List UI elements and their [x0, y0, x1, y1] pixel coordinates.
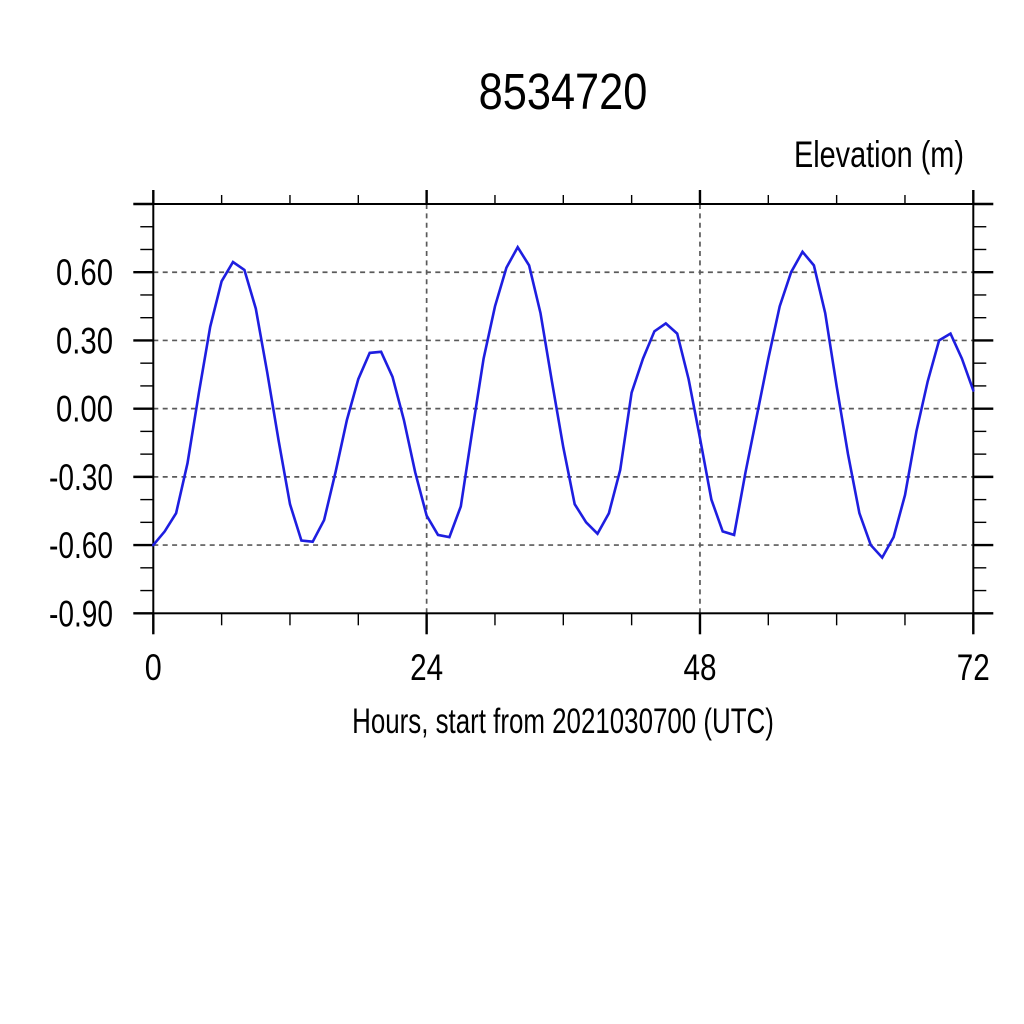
y-axis-unit-label: Elevation (m): [793, 134, 964, 175]
elevation-series-line: [152, 244, 975, 560]
x-tick-label: 0: [145, 647, 162, 688]
y-tick-label: 0.30: [56, 320, 113, 361]
x-tick-label: 48: [683, 647, 716, 688]
x-tick-label: 72: [957, 647, 990, 688]
y-tick-label: 0.00: [56, 389, 113, 430]
x-tick-label: 24: [410, 647, 443, 688]
y-tick-label: -0.30: [49, 457, 113, 498]
y-tick-label: -0.60: [49, 525, 113, 566]
x-axis-label: Hours, start from 2021030700 (UTC): [352, 702, 774, 741]
y-tick-label: -0.90: [49, 593, 113, 634]
chart-title: 8534720: [478, 63, 648, 120]
y-tick-label: 0.60: [56, 252, 113, 293]
